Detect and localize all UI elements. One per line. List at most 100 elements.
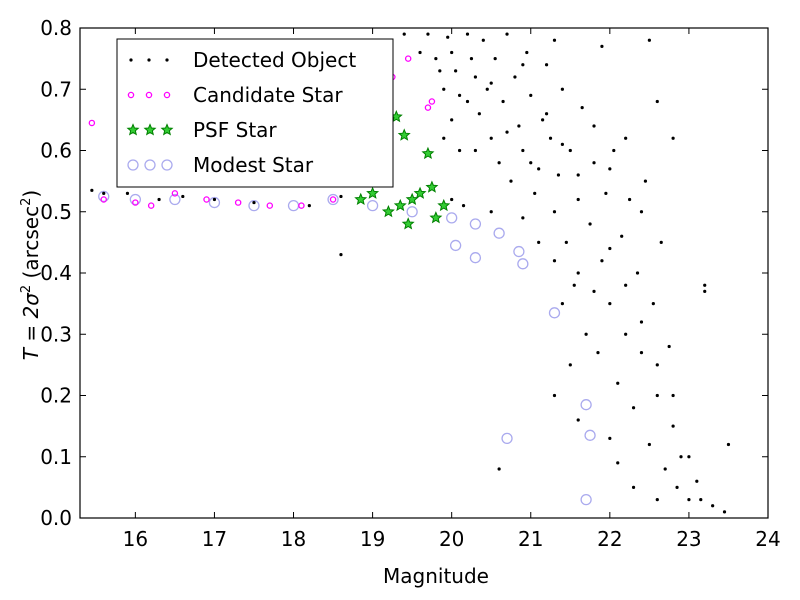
data-point: [651, 302, 655, 306]
series-modest-star: [98, 190, 596, 506]
data-point: [248, 199, 260, 212]
legend-entry: Modest Star: [127, 153, 314, 177]
legend-entries: Detected Object Candidate Star PSF Star Mod…: [126, 48, 356, 177]
data-point: [631, 406, 636, 410]
data-point: [679, 455, 683, 459]
data-point: [477, 112, 481, 116]
data-point: [446, 35, 450, 39]
data-point: [687, 455, 691, 459]
y-tick-label: 0.7: [40, 77, 72, 101]
legend-entry: Candidate Star: [127, 83, 343, 107]
data-point: [647, 38, 651, 42]
data-point: [88, 119, 96, 127]
data-point: [600, 44, 604, 48]
data-point: [450, 50, 454, 55]
legend-marker: [165, 58, 169, 62]
data-point: [469, 252, 482, 264]
data-point: [687, 498, 691, 502]
data-point: [208, 196, 221, 209]
y-axis-label-prefix: T = 2σ: [19, 292, 43, 360]
data-point: [339, 253, 343, 257]
data-point: [457, 93, 462, 97]
y-axis-label-exponent: 2: [19, 285, 34, 293]
data-point: [521, 216, 525, 220]
data-point: [639, 210, 644, 214]
data-point: [576, 173, 580, 177]
data-point: [655, 393, 659, 398]
data-point: [643, 179, 648, 183]
data-point: [556, 173, 561, 177]
x-tick-label: 22: [597, 527, 622, 551]
data-point: [722, 510, 727, 514]
data-point: [397, 128, 411, 141]
data-point: [548, 307, 561, 319]
data-point: [442, 87, 446, 91]
data-point: [401, 217, 415, 230]
data-point: [726, 442, 731, 447]
y-tick-label: 0.1: [40, 445, 72, 469]
data-point: [421, 146, 435, 160]
data-point: [457, 148, 462, 153]
data-point: [132, 199, 139, 206]
y-tick-label: 0.8: [40, 16, 72, 40]
legend-marker: [129, 58, 133, 62]
data-point: [354, 192, 368, 206]
data-point: [647, 442, 651, 447]
data-point: [675, 485, 679, 489]
data-point: [339, 194, 343, 199]
data-point: [489, 81, 493, 85]
data-point: [212, 197, 217, 202]
data-point: [169, 193, 181, 206]
data-point: [405, 192, 419, 206]
series-detected-object: [90, 32, 731, 514]
x-tick-label: 17: [202, 527, 227, 551]
data-point: [171, 190, 179, 197]
data-point: [699, 498, 703, 502]
data-point: [612, 148, 616, 153]
x-tick-label: 24: [755, 527, 780, 551]
data-point: [568, 148, 572, 153]
data-point: [541, 118, 545, 122]
data-point: [438, 69, 442, 73]
data-point: [624, 136, 628, 140]
legend-marker: [127, 159, 139, 171]
data-point: [608, 302, 612, 306]
data-point: [580, 106, 584, 110]
data-point: [454, 69, 458, 73]
x-tick-label: 21: [518, 527, 543, 551]
data-point: [489, 210, 493, 214]
legend-label: Detected Object: [193, 48, 356, 72]
data-point: [600, 259, 604, 263]
data-point: [100, 196, 107, 203]
data-point: [592, 124, 596, 128]
data-point: [469, 57, 474, 61]
data-point: [580, 493, 592, 506]
data-point: [564, 240, 568, 244]
data-point: [703, 283, 707, 287]
data-point: [298, 202, 305, 209]
legend-label: Modest Star: [193, 153, 314, 177]
data-point: [671, 393, 675, 398]
legend-entry: Detected Object: [129, 48, 356, 72]
data-point: [501, 432, 513, 445]
x-tick-label: 20: [439, 527, 464, 551]
data-point: [608, 167, 612, 171]
data-point: [437, 198, 451, 212]
data-point: [572, 283, 576, 287]
data-point: [90, 188, 94, 192]
data-point: [366, 199, 379, 212]
data-point: [517, 258, 529, 270]
data-point: [497, 467, 501, 471]
y-tick-label: 0.6: [40, 139, 72, 163]
data-point: [513, 245, 525, 258]
data-point: [404, 55, 412, 62]
data-point: [529, 93, 533, 97]
data-point: [560, 302, 564, 306]
data-point: [473, 75, 478, 79]
data-point: [544, 112, 549, 116]
data-point: [381, 204, 395, 218]
y-tick-label: 0.4: [40, 261, 72, 285]
data-point: [426, 32, 430, 36]
data-point: [129, 193, 142, 206]
